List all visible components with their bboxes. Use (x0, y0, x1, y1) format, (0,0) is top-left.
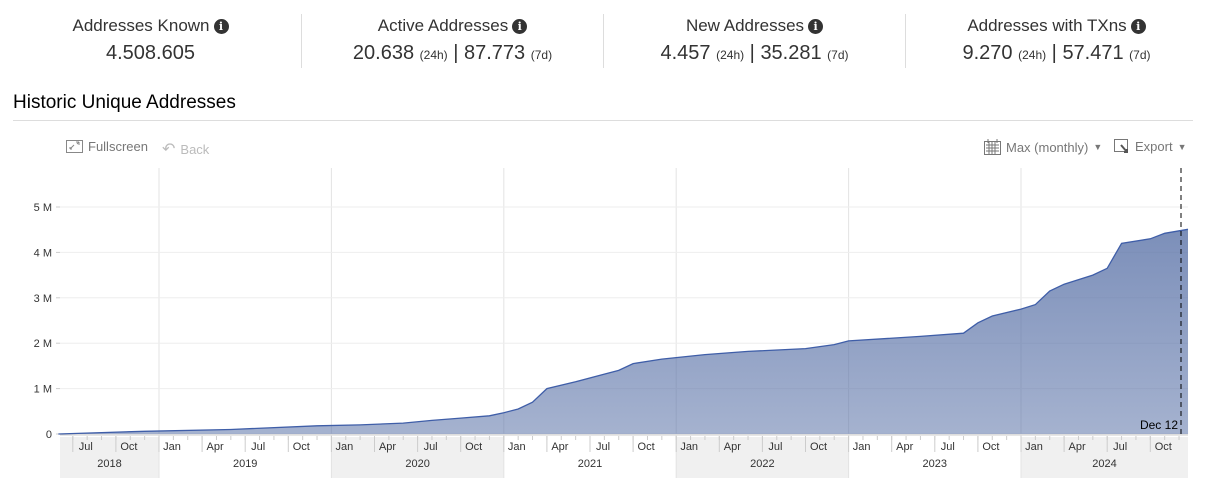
info-icon[interactable]: i (808, 19, 824, 34)
x-month-label: Jan (163, 441, 181, 453)
x-month-label: Apr (896, 441, 913, 453)
stat-7d: 35.281 (760, 42, 822, 64)
chevron-down-icon: ▼ (1177, 141, 1187, 152)
fullscreen-button[interactable]: Fullscreen (66, 139, 148, 154)
divider (13, 120, 1193, 121)
range-label: Max (monthly) (1006, 139, 1089, 155)
x-month-label: Oct (465, 441, 482, 453)
info-icon[interactable]: i (213, 19, 229, 34)
suffix-7d: (7d) (827, 48, 849, 62)
x-month-label: Jan (680, 441, 698, 453)
y-tick-label: 0 (46, 429, 52, 441)
x-month-label: Jul (768, 441, 782, 453)
x-month-label: Jan (853, 441, 871, 453)
stat-new-addresses: New Addresses i 4.457 (24h) | 35.281 (7d) (604, 14, 906, 68)
stat-addresses-with-txns: Addresses with TXns i 9.270 (24h) | 57.47… (906, 14, 1207, 68)
crosshair-label: Dec 12 (1140, 418, 1178, 432)
suffix-24h: (24h) (419, 48, 448, 62)
fullscreen-label: Fullscreen (88, 139, 148, 154)
x-year-label: 2018 (97, 458, 121, 470)
suffix-7d: (7d) (1129, 48, 1151, 62)
x-month-label: Oct (293, 441, 310, 453)
stat-7d: 87.773 (464, 42, 526, 64)
separator: | (749, 42, 755, 64)
x-year-label: 2020 (405, 458, 429, 470)
x-month-label: Apr (379, 441, 396, 453)
stat-active-addresses: Active Addresses i 20.638 (24h) | 87.773 … (302, 14, 604, 68)
y-tick-label: 2 M (34, 338, 52, 350)
range-dropdown[interactable]: Max (monthly) ▼ (984, 139, 1102, 155)
separator: | (1051, 42, 1057, 64)
x-year-label: 2022 (750, 458, 774, 470)
export-icon (1114, 139, 1128, 153)
x-year-label: 2021 (578, 458, 602, 470)
back-label: Back (180, 141, 210, 157)
x-month-label: Apr (207, 441, 224, 453)
info-icon[interactable]: i (1130, 19, 1146, 34)
stat-addresses-known: Addresses Known i 4.508.605 (0, 14, 302, 68)
suffix-7d: (7d) (530, 48, 553, 62)
stat-value: 4.508.605 (106, 42, 195, 64)
x-month-label: Jan (336, 441, 354, 453)
export-label: Export (1135, 139, 1173, 154)
stat-label: Addresses with TXns (967, 16, 1127, 35)
y-tick-label: 1 M (34, 384, 52, 396)
x-month-label: Jul (596, 441, 610, 453)
suffix-24h: (24h) (1018, 48, 1047, 62)
x-year-label: 2024 (1092, 458, 1116, 470)
x-month-label: Jul (251, 441, 265, 453)
stat-label: Addresses Known (72, 16, 210, 35)
x-month-label: Oct (982, 441, 999, 453)
stat-24h: 9.270 (962, 42, 1013, 64)
section-title: Historic Unique Addresses (13, 92, 236, 113)
y-tick-label: 4 M (34, 247, 52, 259)
export-dropdown[interactable]: Export ▼ (1114, 139, 1187, 154)
stat-label: New Addresses (685, 16, 805, 35)
x-month-label: Jan (1025, 441, 1043, 453)
x-month-label: Oct (120, 441, 137, 453)
x-month-label: Oct (1155, 441, 1172, 453)
year-band (60, 437, 159, 478)
x-year-label: 2023 (923, 458, 947, 470)
info-icon[interactable]: i (512, 19, 528, 34)
fullscreen-icon (66, 140, 83, 153)
calendar-icon (984, 139, 1001, 155)
stat-7d: 57.471 (1062, 42, 1124, 64)
x-month-label: Jul (424, 441, 438, 453)
x-month-label: Jul (941, 441, 955, 453)
x-month-label: Apr (724, 441, 741, 453)
x-month-label: Jul (1113, 441, 1127, 453)
back-button[interactable]: ↶ Back (162, 139, 209, 159)
stat-24h: 4.457 (660, 42, 711, 64)
x-month-label: Apr (1069, 441, 1086, 453)
area-fill (58, 229, 1189, 434)
x-year-label: 2019 (233, 458, 257, 470)
x-month-label: Oct (810, 441, 827, 453)
stats-bar: Addresses Known i 4.508.605 Active Addres… (0, 14, 1207, 68)
series-line (58, 228, 1189, 435)
back-icon: ↶ (162, 141, 176, 158)
stat-label: Active Addresses (377, 16, 509, 35)
y-tick-label: 5 M (34, 202, 52, 214)
x-month-label: Apr (551, 441, 568, 453)
suffix-24h: (24h) (716, 48, 745, 62)
x-month-label: Oct (638, 441, 655, 453)
y-tick-label: 3 M (34, 293, 52, 305)
x-month-label: Jan (508, 441, 526, 453)
x-month-label: Jul (79, 441, 93, 453)
stat-24h: 20.638 (352, 42, 415, 64)
separator: | (453, 42, 459, 64)
year-band (1021, 437, 1188, 478)
chevron-down-icon: ▼ (1093, 142, 1103, 152)
